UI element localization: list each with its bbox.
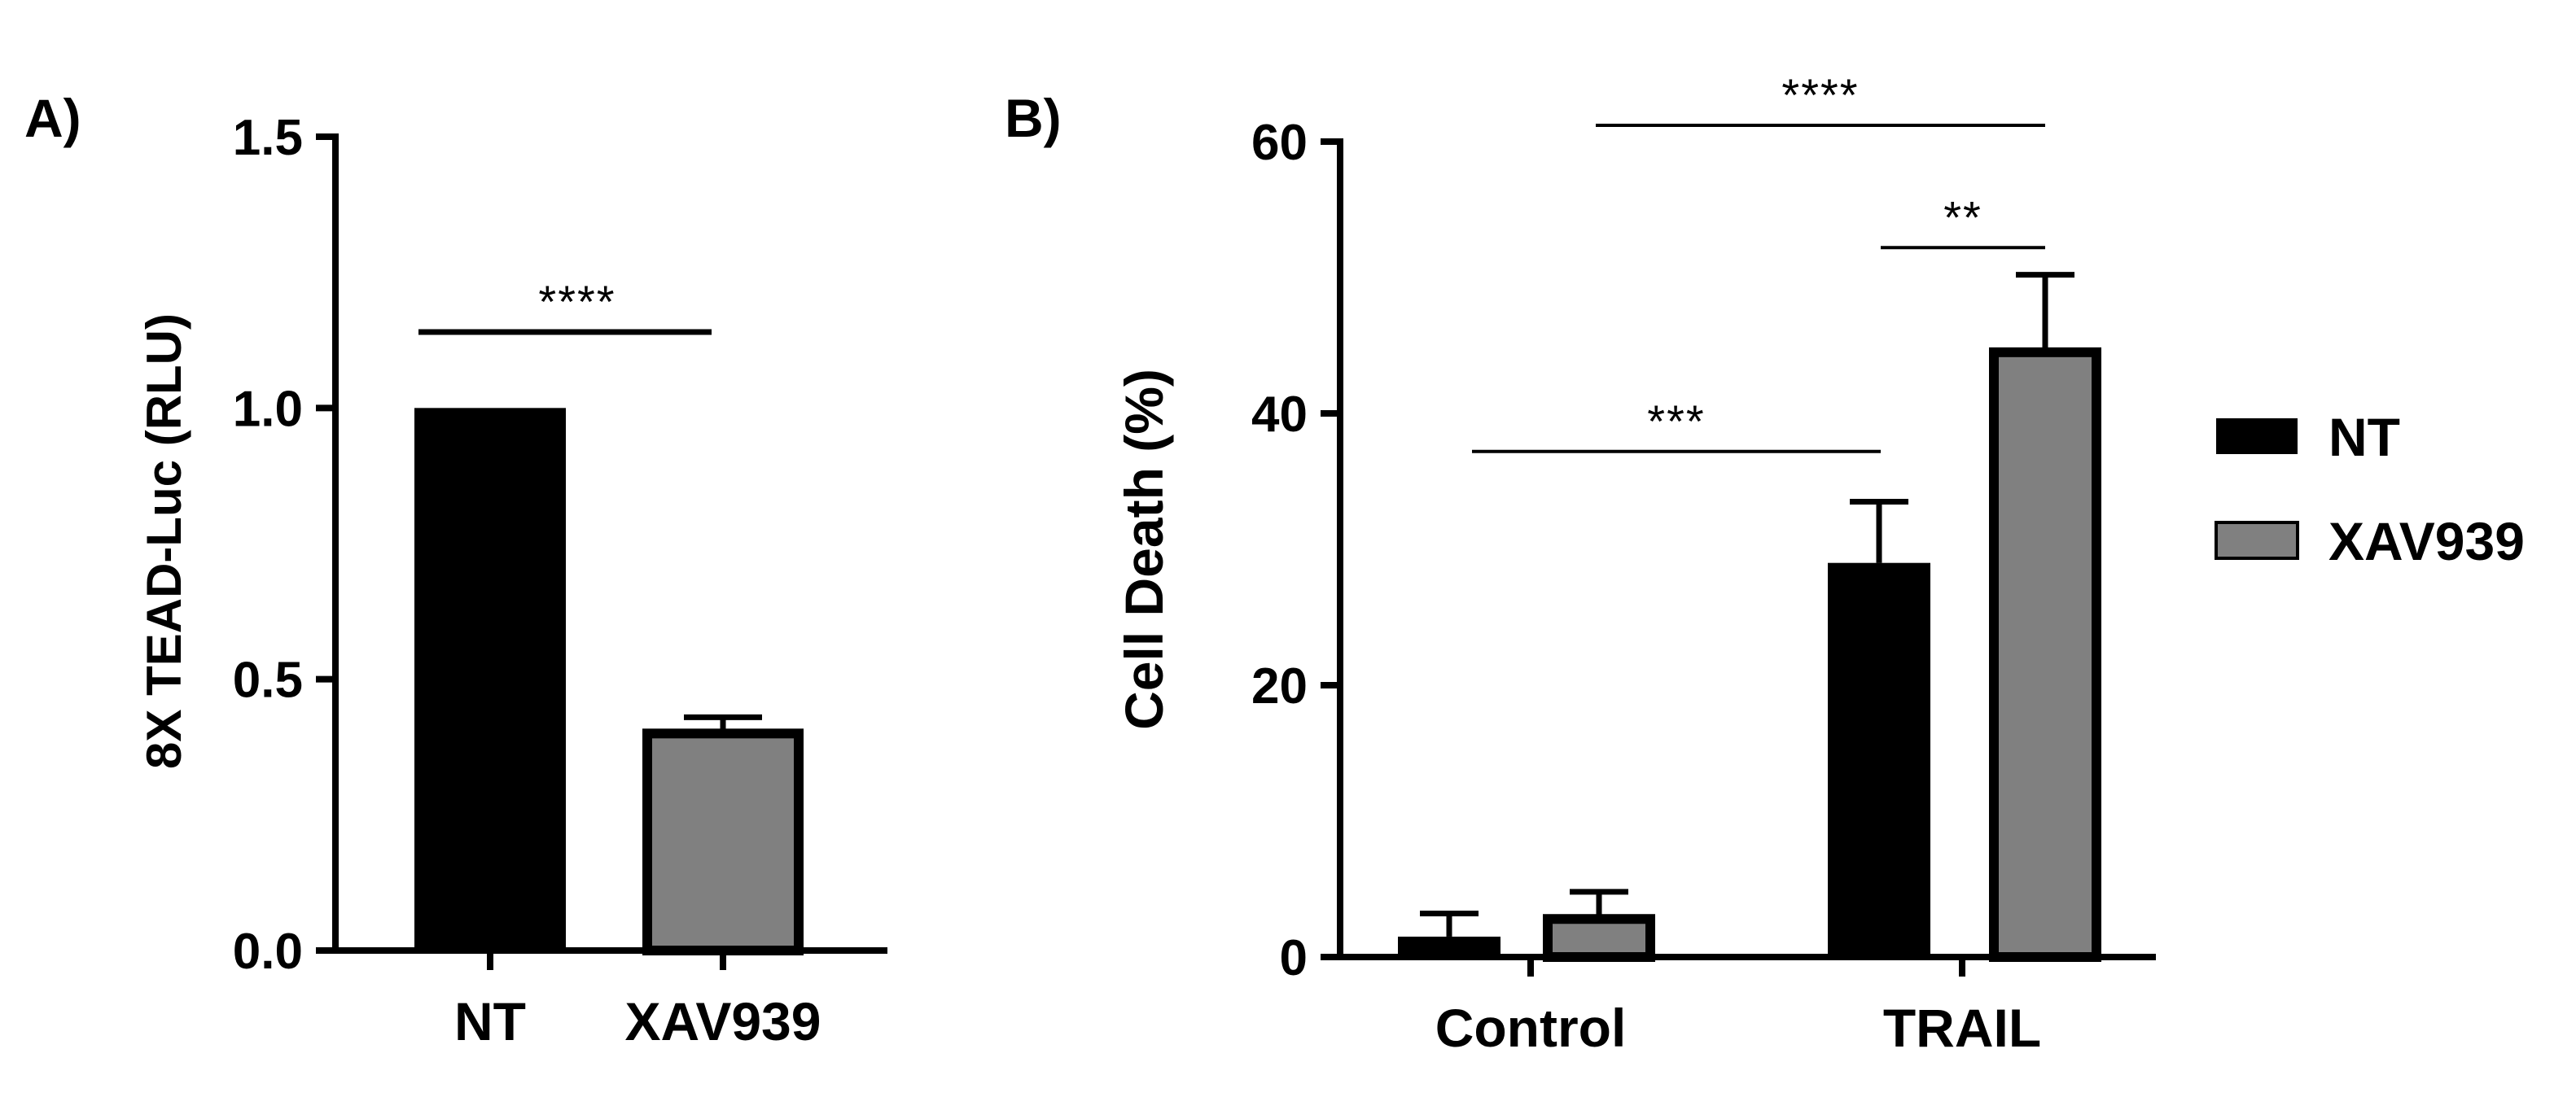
panel-a-bars	[414, 408, 804, 955]
panel-b-y-tick-label: 40	[1251, 387, 1308, 443]
panel-b-x-tick-label: TRAIL	[1883, 998, 2041, 1058]
panel-b-y-tick-label: 20	[1251, 658, 1308, 715]
panel-b-bar-xav939-trail	[1989, 347, 2101, 963]
panel-a-x-tick-label: XAV939	[625, 991, 821, 1051]
legend-swatch-nt	[2216, 418, 2298, 454]
panel-a-significance-label: ****	[538, 276, 616, 327]
panel-a-label: A)	[24, 88, 81, 148]
panel-b-y-tick-label: 60	[1251, 115, 1308, 171]
panel-b: B) Cell Death (%) 0 20 40 60 Control TRAIL **…	[1005, 69, 2525, 1058]
panel-b-label: B)	[1005, 88, 1062, 148]
legend-swatch-xav939	[2215, 521, 2299, 560]
panel-a-y-tick-label: 1.0	[233, 381, 303, 437]
panel-a-significance: ****	[418, 276, 712, 335]
panel-a-axes: 0.0 0.5 1.0 1.5 NT XAV939	[233, 110, 887, 1051]
panel-b-bar-nt-trail	[1828, 562, 1930, 957]
panel-b-y-tick-label: 0	[1280, 930, 1308, 986]
panel-b-y-axis-label: Cell Death (%)	[1114, 369, 1174, 730]
legend-label-xav939: XAV939	[2328, 511, 2525, 571]
legend-label-nt: NT	[2328, 407, 2400, 467]
panel-b-significance: *********	[1472, 69, 2045, 453]
panel-a-y-tick-label: 0.0	[233, 924, 303, 980]
panel-b-significance-label: ****	[1781, 69, 1859, 120]
panel-b-bars	[1398, 272, 2101, 963]
panel-b-bar-nt-control	[1398, 936, 1500, 957]
panel-b-significance-label: **	[1943, 191, 1982, 243]
panel-a: A) 8X TEAD-Luc (RLU) 0.0 0.5 1.0 1.5 NT XAV93…	[24, 88, 887, 1051]
panel-b-legend: NT XAV939	[2215, 407, 2525, 571]
panel-a-bar-xav939	[642, 728, 804, 955]
panel-a-bar-nt	[414, 408, 566, 951]
panel-b-x-tick-label: Control	[1435, 998, 1627, 1058]
panel-a-y-axis-label: 8X TEAD-Luc (RLU)	[137, 313, 191, 769]
panel-a-y-tick-label: 1.5	[233, 110, 303, 166]
panel-b-significance-label: ***	[1647, 396, 1705, 447]
panel-a-y-tick-label: 0.5	[233, 653, 303, 709]
panel-a-x-tick-label: NT	[454, 991, 526, 1051]
panel-b-bar-xav939-control	[1543, 914, 1655, 962]
